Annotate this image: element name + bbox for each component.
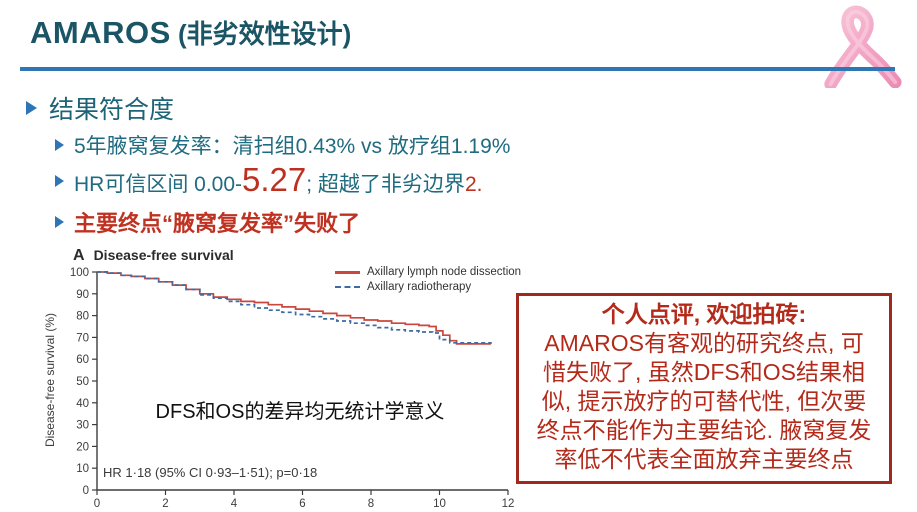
y-tick-label: 0 — [83, 485, 89, 497]
y-tick-label: 80 — [76, 311, 89, 323]
chart-header: A Disease-free survival — [73, 247, 234, 265]
bullet-level1: 结果符合度 — [26, 90, 174, 126]
y-tick-label: 20 — [76, 441, 89, 453]
legend-item-radiotherapy: Axillary radiotherapy — [335, 281, 521, 293]
bullet-item2: HR可信区间 0.00- 5.27; 超越了非劣边界 2. — [55, 163, 482, 198]
legend-label: Axillary lymph node dissection — [367, 266, 522, 278]
bullet-item2-part1: HR可信区间 0.00- — [74, 173, 243, 196]
bullet-triangle-icon — [55, 216, 64, 228]
title-sub: (非劣效性设计) — [170, 19, 352, 49]
y-tick-label: 70 — [76, 332, 89, 344]
km-chart-canvas: 0 10 20 30 40 50 60 70 80 90 100 0 2 4 6 8 10 12 — [70, 267, 515, 510]
bullet-item2-part3: 2. — [464, 173, 483, 196]
title-underline — [20, 67, 895, 71]
km-chart-panel: A Disease-free survival 0 10 20 30 40 50 60 70 8… — [35, 243, 521, 512]
x-tick-label: 12 — [502, 498, 515, 510]
x-tick-label: 8 — [368, 498, 374, 510]
comment-body: AMAROS有客观的研究终点, 可 惜失败了, 虽然DFS和OS结果相 似, 提… — [536, 330, 872, 472]
y-tick-label: 90 — [76, 289, 89, 301]
bullet-triangle-icon — [55, 174, 64, 187]
x-tick-label: 2 — [162, 498, 168, 510]
y-tick-label: 50 — [76, 376, 89, 388]
axes — [96, 272, 508, 491]
comment-heading: 个人点评, 欢迎拍砖: — [601, 301, 807, 327]
chart-overlay-note: DFS和OS的差异均无统计学意义 — [155, 401, 445, 423]
bullet-item3-text: 主要终点“腋窝复发率”失败了 — [74, 211, 361, 236]
y-axis-title: Disease-free survival (%) — [43, 312, 57, 448]
y-tick-label: 100 — [70, 267, 89, 279]
hr-stat-annotation: HR 1·18 (95% CI 0·93–1·51); p=0·18 — [103, 465, 318, 480]
x-tick-label: 4 — [231, 498, 238, 510]
bullet-item2-part2: ; 超越了非劣边界 — [306, 173, 465, 196]
title-main: AMAROS — [30, 15, 171, 50]
pink-ribbon-icon — [824, 5, 902, 88]
page-title: AMAROS (非劣效性设计) — [30, 14, 351, 51]
bullet-item1-text: 5年腋窝复发率：清扫组0.43% vs 放疗组1.19% — [74, 135, 511, 158]
y-tick-label: 10 — [76, 463, 89, 475]
comment-box: 个人点评, 欢迎拍砖: AMAROS有客观的研究终点, 可 惜失败了, 虽然DF… — [516, 293, 892, 484]
y-tick-label: 60 — [76, 354, 89, 366]
x-tick-label: 6 — [299, 498, 305, 510]
y-tick-label: 40 — [76, 398, 89, 410]
chart-panel-label: A — [73, 247, 85, 264]
bullet-item3: 主要终点“腋窝复发率”失败了 — [55, 206, 360, 238]
bullet-level1-text: 结果符合度 — [49, 96, 175, 124]
x-tick-label: 0 — [94, 498, 100, 510]
bullet-triangle-icon — [55, 139, 64, 151]
legend-line-dashed-icon — [335, 286, 360, 288]
bullet-item1: 5年腋窝复发率：清扫组0.43% vs 放疗组1.19% — [55, 130, 510, 160]
bullet-item2-highlight: 5.27 — [242, 161, 307, 198]
y-tick-label: 30 — [76, 420, 89, 432]
chart-legend: Axillary lymph node dissection Axillary … — [335, 266, 521, 293]
legend-line-solid-icon — [335, 270, 360, 274]
chart-title: Disease-free survival — [93, 247, 234, 263]
km-curve-2 — [97, 271, 492, 344]
bullet-triangle-icon — [26, 101, 37, 115]
legend-item-dissection: Axillary lymph node dissection — [335, 266, 521, 278]
x-tick-label: 10 — [433, 498, 446, 510]
legend-label: Axillary radiotherapy — [367, 281, 472, 293]
